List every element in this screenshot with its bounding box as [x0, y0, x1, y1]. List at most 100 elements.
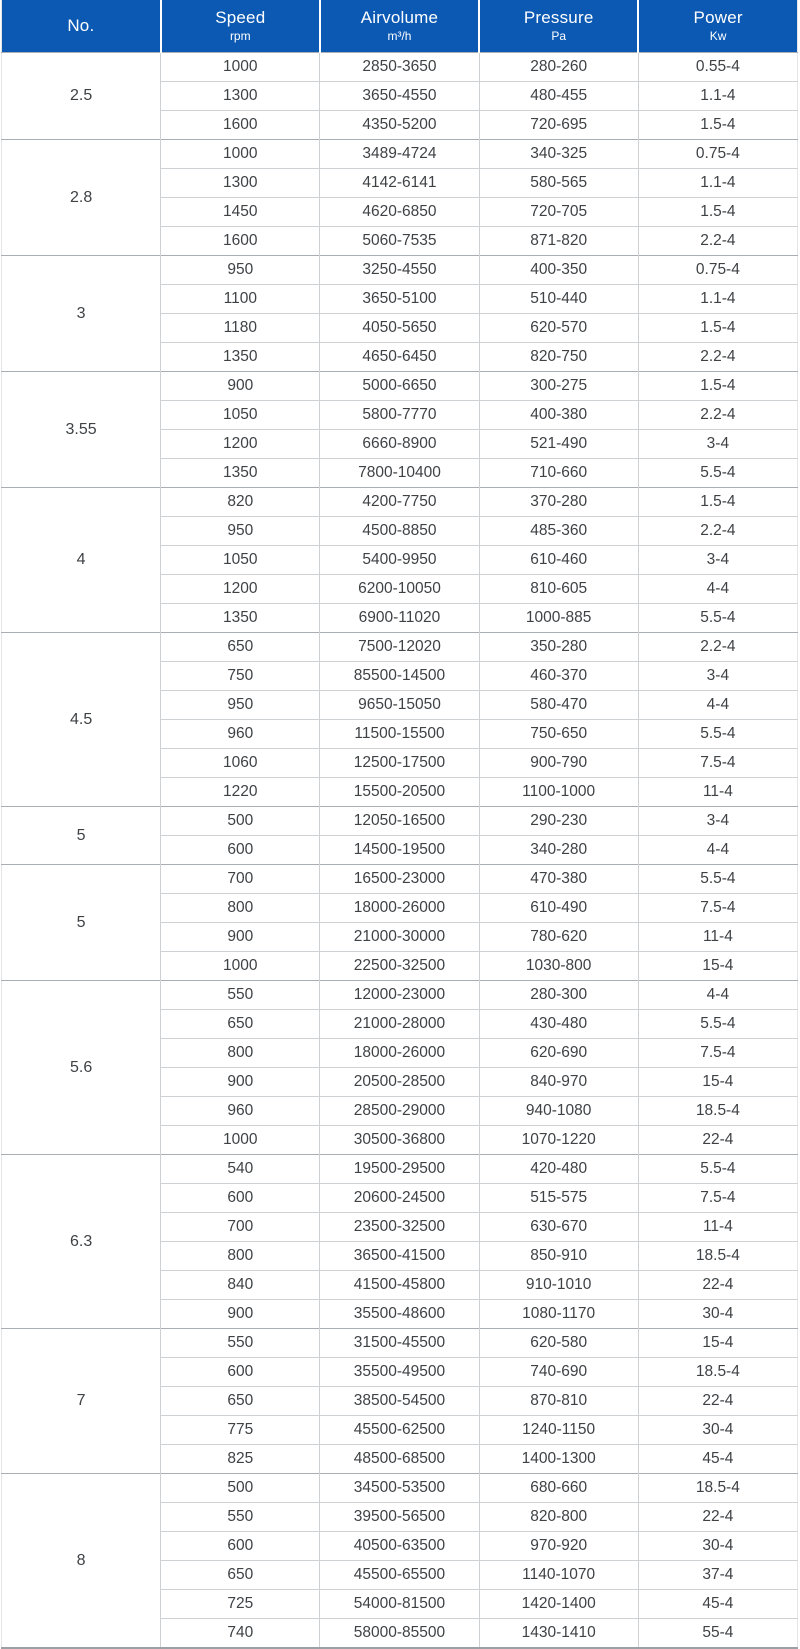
cell-pressure: 400-350 [478, 255, 639, 285]
cell-pressure: 280-300 [478, 980, 639, 1010]
cell-speed: 950 [160, 690, 320, 720]
cell-airvolume: 5000-6650 [319, 371, 480, 401]
column-label: Airvolume [360, 8, 439, 28]
cell-speed: 500 [160, 1473, 320, 1503]
cell-power: 5.5-4 [637, 458, 798, 488]
cell-speed: 650 [160, 1009, 320, 1039]
cell-power: 3-4 [637, 806, 798, 836]
cell-pressure: 460-370 [478, 661, 639, 691]
cell-power: 1.5-4 [637, 110, 798, 140]
cell-power: 18.5-4 [637, 1096, 798, 1126]
cell-power: 11-4 [637, 1212, 798, 1242]
cell-speed: 1600 [160, 226, 320, 256]
cell-power: 45-4 [637, 1589, 798, 1619]
cell-pressure: 1070-1220 [478, 1125, 639, 1155]
cell-airvolume: 54000-81500 [319, 1589, 480, 1619]
cell-speed: 650 [160, 1386, 320, 1416]
cell-airvolume: 4650-6450 [319, 342, 480, 372]
cell-pressure: 620-570 [478, 313, 639, 343]
cell-pressure: 610-490 [478, 893, 639, 923]
table-row: 1350 7800-10400 710-660 5.5-4 [2, 458, 798, 488]
no-group-cell: 4 [1, 487, 161, 633]
cell-speed: 1350 [160, 342, 320, 372]
table-row: 1200 6660-8900 521-490 3-4 [2, 429, 798, 459]
cell-speed: 550 [160, 1328, 320, 1358]
cell-pressure: 400-380 [478, 400, 639, 430]
table-row: 1050 5400-9950 610-460 3-4 [2, 545, 798, 575]
cell-airvolume: 18000-26000 [319, 1038, 480, 1068]
table-row: 950 9650-15050 580-470 4-4 [2, 690, 798, 720]
cell-speed: 1060 [160, 748, 320, 778]
cell-speed: 800 [160, 1241, 320, 1271]
table-row: 2.5 1000 2850-3650 280-260 0.55-4 [1, 52, 798, 140]
cell-pressure: 820-750 [478, 342, 639, 372]
cell-power: 1.1-4 [637, 168, 798, 198]
cell-speed: 1200 [160, 574, 320, 604]
cell-airvolume: 35500-49500 [319, 1357, 480, 1387]
table-body: 2.5 1000 2850-3650 280-260 0.55-4 1300 3650-45… [1, 52, 798, 1648]
cell-airvolume: 4620-6850 [319, 197, 480, 227]
cell-power: 37-4 [637, 1560, 798, 1590]
column-label: No. [67, 15, 95, 35]
cell-power: 7.5-4 [637, 1183, 798, 1213]
cell-power: 5.5-4 [637, 1154, 798, 1184]
cell-pressure: 720-705 [478, 197, 639, 227]
cell-airvolume: 3650-5100 [319, 284, 480, 314]
cell-power: 18.5-4 [637, 1473, 798, 1503]
table-row: 1300 3650-4550 480-455 1.1-4 [2, 81, 798, 111]
cell-power: 5.5-4 [637, 864, 798, 894]
cell-power: 22-4 [637, 1386, 798, 1416]
cell-power: 4-4 [637, 980, 798, 1010]
cell-pressure: 430-480 [478, 1009, 639, 1039]
cell-speed: 600 [160, 835, 320, 865]
cell-power: 18.5-4 [637, 1241, 798, 1271]
cell-power: 3-4 [637, 661, 798, 691]
cell-power: 3-4 [637, 545, 798, 575]
cell-power: 45-4 [637, 1444, 798, 1474]
cell-airvolume: 38500-54500 [319, 1386, 480, 1416]
cell-speed: 950 [160, 255, 320, 285]
cell-pressure: 300-275 [478, 371, 639, 401]
cell-airvolume: 31500-45500 [319, 1328, 480, 1358]
cell-speed: 1000 [160, 951, 320, 981]
cell-airvolume: 6900-11020 [319, 603, 480, 633]
cell-speed: 775 [160, 1415, 320, 1445]
table-row: 1050 5800-7770 400-380 2.2-4 [2, 400, 798, 430]
cell-airvolume: 3650-4550 [319, 81, 480, 111]
table-row: 1200 6200-10050 810-605 4-4 [2, 574, 798, 604]
table-row: 1450 4620-6850 720-705 1.5-4 [2, 197, 798, 227]
cell-airvolume: 11500-15500 [319, 719, 480, 749]
cell-power: 0.75-4 [637, 255, 798, 285]
cell-power: 4-4 [637, 835, 798, 865]
column-header-pressure: Pressure Pa [478, 0, 639, 53]
table-row: 5 500 12050-16500 290-230 3-4 [1, 806, 798, 865]
cell-airvolume: 5060-7535 [319, 226, 480, 256]
cell-speed: 500 [160, 806, 320, 836]
cell-power: 5.5-4 [637, 719, 798, 749]
cell-speed: 1000 [160, 52, 320, 82]
cell-speed: 1050 [160, 400, 320, 430]
column-unit: Kw [709, 28, 727, 43]
cell-pressure: 870-810 [478, 1386, 639, 1416]
cell-airvolume: 4200-7750 [319, 487, 480, 517]
cell-pressure: 370-280 [478, 487, 639, 517]
table-row: 960 11500-15500 750-650 5.5-4 [2, 719, 798, 749]
cell-power: 0.75-4 [637, 139, 798, 169]
table-header: No. Speed rpm Airvolume m³/h Pressure Pa Power K… [1, 0, 798, 53]
cell-airvolume: 23500-32500 [319, 1212, 480, 1242]
cell-pressure: 1240-1150 [478, 1415, 639, 1445]
cell-pressure: 850-910 [478, 1241, 639, 1271]
cell-airvolume: 39500-56500 [319, 1502, 480, 1532]
cell-airvolume: 14500-19500 [319, 835, 480, 865]
table-row: 1100 3650-5100 510-440 1.1-4 [2, 284, 798, 314]
cell-pressure: 780-620 [478, 922, 639, 952]
cell-airvolume: 9650-15050 [319, 690, 480, 720]
cell-speed: 825 [160, 1444, 320, 1474]
cell-pressure: 710-660 [478, 458, 639, 488]
cell-power: 4-4 [637, 574, 798, 604]
table-row: 1060 12500-17500 900-790 7.5-4 [2, 748, 798, 778]
cell-power: 7.5-4 [637, 893, 798, 923]
cell-airvolume: 35500-48600 [319, 1299, 480, 1329]
